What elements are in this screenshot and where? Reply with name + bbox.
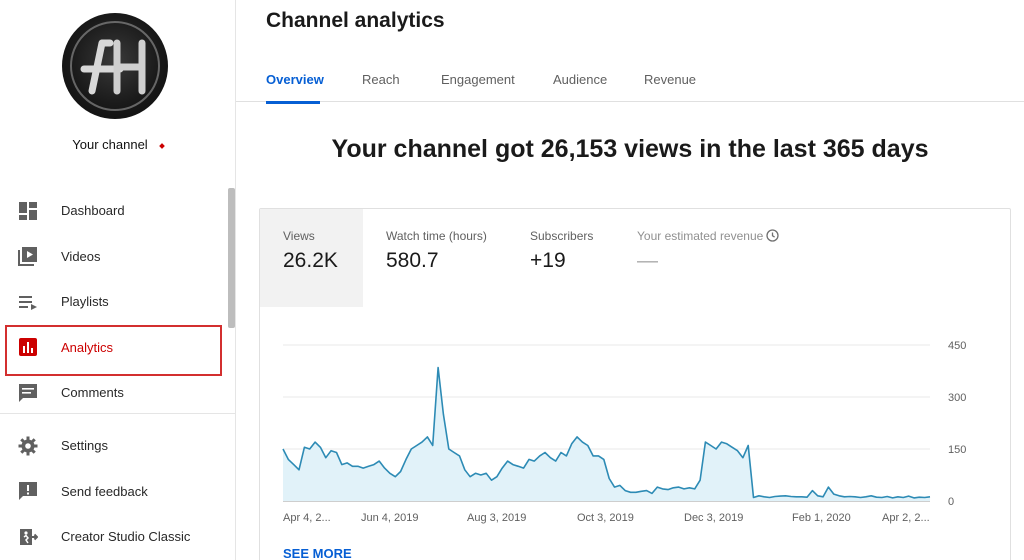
analytics-icon [19, 338, 37, 357]
sidebar-item-playlists[interactable]: Playlists [0, 279, 236, 325]
analytics-highlight-box [5, 325, 222, 376]
y-tick-label: 150 [948, 444, 966, 456]
metric-subscribers[interactable]: Subscribers +19 [508, 209, 618, 307]
sidebar-item-label: Send feedback [61, 483, 148, 499]
x-tick-label: Aug 3, 2019 [467, 512, 526, 524]
tab-reach[interactable]: Reach [362, 72, 400, 87]
sidebar-item-creator-studio-classic[interactable]: Creator Studio Classic [0, 514, 236, 560]
tab-bar: Overview Reach Engagement Audience Reven… [236, 60, 1024, 102]
metric-label: Your estimated revenue [637, 229, 764, 243]
your-channel-link[interactable]: Your channel [0, 137, 236, 152]
x-tick-label: Oct 3, 2019 [577, 512, 634, 524]
sidebar-item-label: Playlists [61, 294, 109, 310]
videos-icon [18, 247, 37, 267]
sidebar-item-analytics[interactable]: Analytics [0, 325, 236, 371]
sidebar-item-label: Videos [61, 248, 101, 264]
sidebar-scrollbar[interactable] [228, 188, 235, 328]
sidebar-item-videos[interactable]: Videos [0, 234, 236, 280]
metric-value: 580.7 [386, 249, 439, 272]
sidebar-item-label: Comments [61, 385, 124, 401]
creator-studio-icon [20, 528, 38, 545]
metric-label: Views [283, 229, 315, 243]
x-tick-label: Apr 4, 2... [283, 512, 331, 524]
metric-value: — [637, 249, 658, 272]
y-tick-label: 300 [948, 392, 966, 404]
active-tab-indicator [266, 101, 320, 104]
metric-label: Watch time (hours) [386, 229, 487, 243]
sidebar-divider [0, 413, 236, 414]
playlists-icon [19, 295, 37, 310]
sidebar-item-comments[interactable]: Comments [0, 370, 236, 416]
clock-icon [766, 229, 779, 242]
x-tick-label: Apr 2, 2... [882, 512, 930, 524]
tab-revenue[interactable]: Revenue [644, 72, 697, 87]
sidebar-item-send-feedback[interactable]: Send feedback [0, 469, 236, 515]
sidebar-item-label: Settings [61, 438, 108, 454]
metric-estimated-revenue[interactable]: Your estimated revenue — [618, 209, 818, 307]
y-tick-label: 0 [948, 496, 954, 508]
settings-icon [18, 436, 38, 456]
sidebar-item-settings[interactable]: Settings [0, 423, 236, 469]
analytics-card: Views 26.2K Watch time (hours) 580.7 Sub… [259, 208, 1011, 560]
x-tick-label: Feb 1, 2020 [792, 512, 851, 524]
sidebar-item-label: Dashboard [61, 203, 125, 219]
views-headline: Your channel got 26,153 views in the las… [331, 135, 929, 163]
metric-value: +19 [530, 249, 566, 272]
avatar-logo-icon [70, 21, 160, 111]
x-tick-label: Jun 4, 2019 [361, 512, 419, 524]
tab-overview[interactable]: Overview [266, 72, 324, 87]
channel-label: Your channel [72, 137, 148, 152]
tab-audience[interactable]: Audience [553, 72, 608, 87]
nav-secondary: Settings Send feedback Creator Studio Cl… [0, 423, 236, 560]
tab-engagement[interactable]: Engagement [441, 72, 515, 87]
sidebar-item-dashboard[interactable]: Dashboard [0, 188, 236, 234]
avatar[interactable] [62, 13, 168, 119]
x-tick-label: Dec 3, 2019 [684, 512, 743, 524]
see-more-button[interactable]: SEE MORE [283, 546, 352, 560]
page-title: Channel analytics [266, 9, 445, 32]
sidebar-item-label: Creator Studio Classic [61, 529, 191, 545]
nav-primary: Dashboard Videos Playlists Analytics [0, 188, 236, 416]
feedback-icon [19, 482, 37, 501]
sidebar-item-label: Analytics [61, 339, 114, 355]
views-series-line [282, 366, 931, 499]
sidebar: Your channel Dashboard Videos Playlists [0, 0, 236, 560]
comments-icon [19, 383, 37, 402]
metric-views[interactable]: Views 26.2K [260, 209, 363, 307]
metric-label: Subscribers [530, 229, 594, 243]
metric-value: 26.2K [283, 249, 338, 272]
dashboard-icon [19, 201, 37, 220]
views-area [283, 367, 930, 501]
metric-watch-time[interactable]: Watch time (hours) 580.7 [363, 209, 508, 307]
y-tick-label: 450 [948, 340, 966, 352]
